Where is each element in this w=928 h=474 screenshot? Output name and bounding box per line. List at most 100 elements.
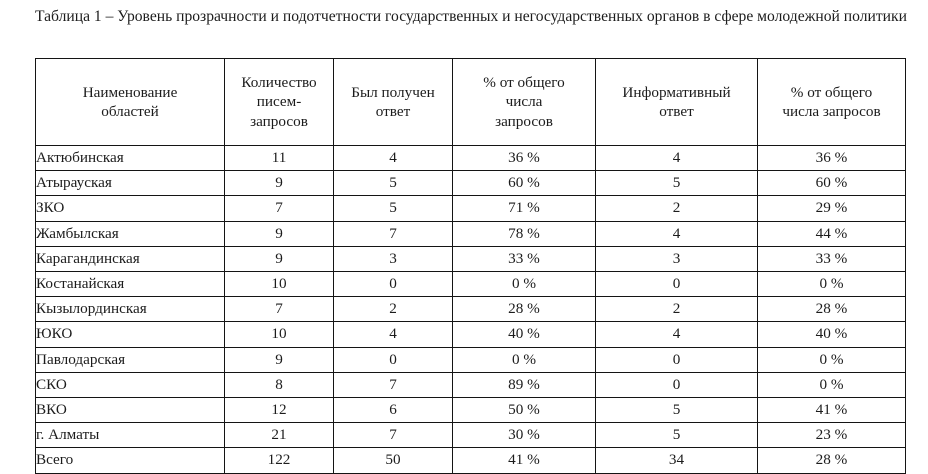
table-row: ЗКО 7 5 71 % 2 29 % (35, 195, 906, 222)
header-line: Количество (241, 73, 317, 91)
header-line: областей (101, 103, 159, 120)
cell-region: Кызылординская (35, 296, 225, 323)
cell-informative-reply: 2 (595, 195, 758, 222)
cell-reply-percent: 30 % (452, 422, 596, 449)
cell-reply-percent: 40 % (452, 321, 596, 348)
table-container: Наименование областей Количество писем- … (35, 58, 906, 474)
cell-reply-percent: 33 % (452, 245, 596, 273)
cell-region: ЗКО (35, 195, 225, 222)
header-line: запросов (495, 112, 553, 130)
cell-reply-percent: 28 % (452, 296, 596, 323)
cell-reply-received: 50 (333, 447, 453, 474)
cell-letters-count: 9 (224, 245, 334, 273)
table-caption: Таблица 1 – Уровень прозрачности и подот… (35, 8, 907, 25)
cell-reply-percent: 50 % (452, 397, 596, 424)
cell-region: ЮКО (35, 321, 225, 348)
table-row: Актюбинская 11 4 36 % 4 36 % (35, 144, 906, 172)
cell-letters-count: 10 (224, 321, 334, 348)
header-line: Информативный (622, 83, 731, 101)
cell-letters-count: 9 (224, 346, 334, 373)
header-line: запросов (250, 112, 308, 130)
table-row: Всего 122 50 41 % 34 28 % (35, 447, 906, 474)
cell-informative-reply: 4 (595, 321, 758, 348)
column-header-informative-reply: Информативный ответ (595, 58, 758, 146)
cell-informative-percent: 40 % (757, 321, 906, 348)
cell-reply-received: 5 (333, 170, 453, 197)
cell-reply-received: 4 (333, 321, 453, 348)
header-line: писем- (256, 93, 302, 111)
cell-reply-percent: 78 % (452, 220, 596, 247)
cell-reply-percent: 89 % (452, 371, 596, 399)
cell-region: Атырауская (35, 170, 225, 197)
cell-informative-percent: 36 % (757, 144, 906, 172)
table-row: Жамбылская 9 7 78 % 4 44 % (35, 220, 906, 247)
cell-reply-received: 0 (333, 271, 453, 298)
cell-informative-percent: 41 % (757, 397, 906, 424)
cell-region: СКО (35, 371, 225, 399)
column-header-informative-percent: % от общего числа запросов (757, 58, 906, 146)
cell-informative-reply: 5 (595, 397, 758, 424)
cell-reply-percent: 60 % (452, 170, 596, 197)
cell-reply-received: 7 (333, 422, 453, 449)
cell-region: Карагандинская (35, 245, 225, 273)
cell-informative-reply: 0 (595, 346, 758, 373)
cell-reply-received: 5 (333, 195, 453, 222)
cell-region: ВКО (35, 397, 225, 424)
cell-informative-percent: 0 % (757, 371, 906, 399)
cell-region: Жамбылская (35, 220, 225, 247)
cell-region: Павлодарская (35, 346, 225, 373)
cell-letters-count: 11 (224, 144, 334, 172)
cell-region: Костанайская (35, 271, 225, 298)
table-row: Карагандинская 9 3 33 % 3 33 % (35, 245, 906, 273)
cell-informative-percent: 29 % (757, 195, 906, 222)
cell-informative-reply: 5 (595, 170, 758, 197)
cell-informative-reply: 4 (595, 144, 758, 172)
cell-informative-reply: 34 (595, 447, 758, 474)
table-row: Костанайская 10 0 0 % 0 0 % (35, 271, 906, 298)
cell-reply-percent: 36 % (452, 144, 596, 172)
table-row: Атырауская 9 5 60 % 5 60 % (35, 170, 906, 197)
cell-reply-received: 4 (333, 144, 453, 172)
cell-informative-percent: 28 % (757, 296, 906, 323)
cell-reply-percent: 0 % (452, 346, 596, 373)
column-header-reply-percent: % от общего числа запросов (452, 58, 596, 146)
cell-reply-received: 6 (333, 397, 453, 424)
cell-region: Всего (35, 447, 225, 474)
cell-letters-count: 12 (224, 397, 334, 424)
cell-reply-percent: 0 % (452, 271, 596, 298)
table-row: Павлодарская 9 0 0 % 0 0 % (35, 346, 906, 373)
cell-informative-percent: 33 % (757, 245, 906, 273)
header-line: ответ (659, 103, 694, 120)
header-line: Наименование (82, 83, 178, 101)
cell-letters-count: 9 (224, 170, 334, 197)
column-header-region: Наименование областей (35, 58, 225, 146)
column-header-reply-received: Был получен ответ (333, 58, 453, 146)
header-line: числа запросов (782, 103, 881, 120)
header-line: % от общего (483, 73, 565, 91)
cell-letters-count: 8 (224, 371, 334, 399)
cell-informative-reply: 5 (595, 422, 758, 449)
cell-reply-received: 7 (333, 220, 453, 247)
cell-informative-percent: 0 % (757, 346, 906, 373)
cell-informative-reply: 2 (595, 296, 758, 323)
header-line: % от общего (790, 83, 873, 101)
cell-letters-count: 7 (224, 195, 334, 222)
cell-informative-percent: 28 % (757, 447, 906, 474)
cell-reply-received: 7 (333, 371, 453, 399)
cell-informative-reply: 0 (595, 371, 758, 399)
cell-region: г. Алматы (35, 422, 225, 449)
column-header-letters-count: Количество писем- запросов (224, 58, 334, 146)
cell-letters-count: 10 (224, 271, 334, 298)
cell-informative-reply: 4 (595, 220, 758, 247)
cell-informative-percent: 23 % (757, 422, 906, 449)
cell-informative-percent: 44 % (757, 220, 906, 247)
header-line: числа (505, 93, 543, 111)
cell-region: Актюбинская (35, 144, 225, 172)
table-row: СКО 8 7 89 % 0 0 % (35, 371, 906, 399)
cell-letters-count: 7 (224, 296, 334, 323)
cell-reply-percent: 41 % (452, 447, 596, 474)
cell-reply-received: 2 (333, 296, 453, 323)
cell-reply-received: 3 (333, 245, 453, 273)
cell-letters-count: 21 (224, 422, 334, 449)
